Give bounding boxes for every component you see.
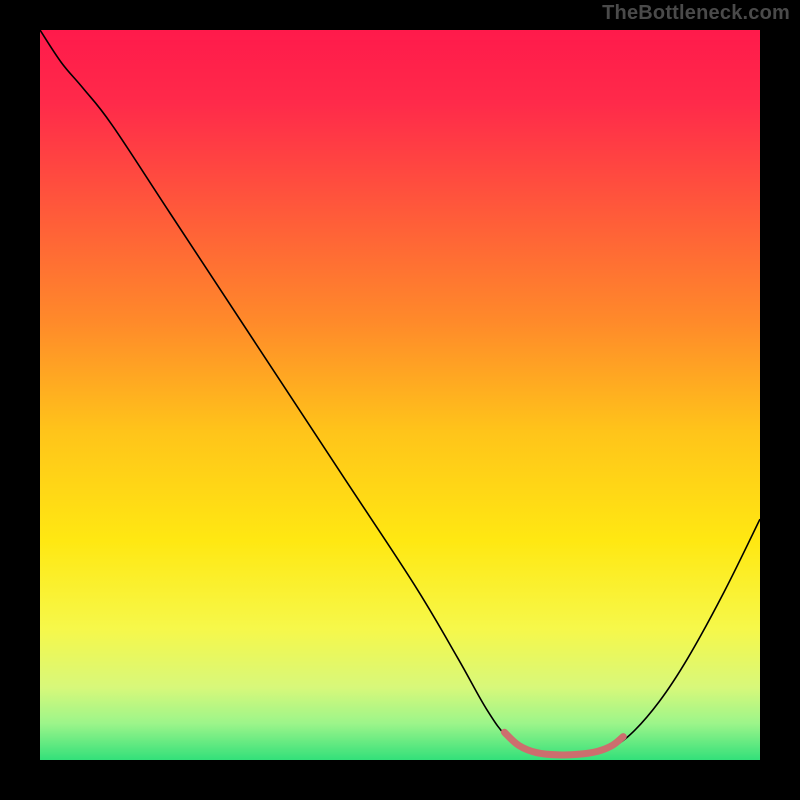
watermark-text: TheBottleneck.com (602, 2, 790, 25)
bottleneck-chart-svg (40, 30, 760, 760)
chart-frame: TheBottleneck.com (0, 0, 800, 800)
plot-area (40, 30, 760, 760)
gradient-background-rect (40, 30, 760, 760)
